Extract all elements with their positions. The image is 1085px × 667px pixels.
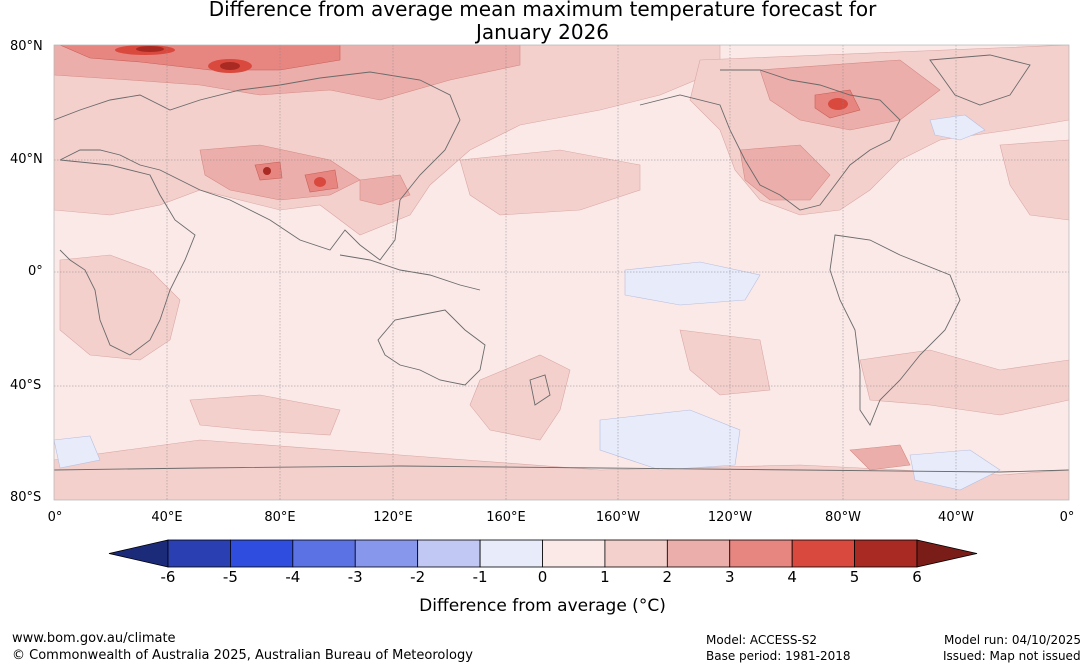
lon-label-0-west: 0°	[47, 510, 63, 525]
anomaly-core-7	[263, 167, 271, 175]
anomaly-core-4	[314, 177, 326, 187]
lat-label-80s: 80°S	[10, 490, 42, 505]
colorbar-tick-label: -6	[160, 568, 176, 586]
colorbar-bin	[604, 539, 668, 568]
colorbar-label: Difference from average (°C)	[0, 596, 1085, 616]
colorbar-tick-label: 4	[787, 568, 797, 586]
anomaly-core-3	[828, 98, 848, 110]
title-line-2: January 2026	[475, 20, 610, 44]
coast-greenland	[929, 54, 1031, 106]
colorbar-tick-label: 5	[849, 568, 860, 586]
colorbar-tick-label: 0	[537, 568, 548, 586]
coast-antarctica	[54, 465, 1069, 473]
colorbar-bin	[729, 539, 793, 568]
colorbar-tick-label: -1	[472, 568, 488, 586]
lon-label-160w: 160°W	[595, 510, 641, 525]
colorbar-bin	[354, 539, 419, 568]
anomaly-africa	[59, 254, 181, 361]
colorbar-tick-label: -4	[285, 568, 301, 586]
lon-label-40w: 40°W	[938, 510, 974, 525]
colorbar-bin	[791, 539, 855, 568]
anomaly-cool-indian	[54, 435, 101, 469]
colorbar-tick-label: 1	[600, 568, 610, 586]
colorbar-bin	[417, 539, 481, 568]
anomaly-cool-pacific	[624, 261, 761, 306]
colorbar-bin	[542, 539, 606, 568]
coast-maritime	[339, 254, 481, 291]
colorbar-label-unit: °C	[638, 596, 660, 616]
colorbar-tick-label: -2	[410, 568, 426, 586]
anomaly-cool-northwest-atlantic	[929, 114, 986, 141]
anomaly-cool-south-pacific	[599, 409, 741, 471]
colorbar-tick-label: 6	[912, 568, 922, 586]
colorbar-bin	[167, 539, 231, 568]
colorbar-bin	[854, 539, 918, 568]
colorbar-bin	[292, 539, 356, 568]
colorbar-tick-label: -3	[347, 568, 363, 586]
colorbar-label-close: )	[659, 596, 666, 616]
lon-label-40e: 40°E	[151, 510, 183, 525]
lon-label-80e: 80°E	[264, 510, 296, 525]
issued-status: Issued: Map not issued	[943, 649, 1081, 663]
anomaly-antarctic-pen	[849, 444, 911, 471]
coast-africa	[59, 159, 196, 356]
map-title: Difference from average mean maximum tem…	[0, 0, 1085, 44]
lon-label-120w: 120°W	[707, 510, 753, 525]
anomaly-south-atlantic	[859, 349, 1069, 416]
colorbar	[108, 539, 978, 568]
colorbar-bin	[479, 539, 543, 568]
colorbar-bin	[230, 539, 294, 568]
coast-south-america	[829, 234, 961, 426]
colorbar-tick-label: -5	[222, 568, 238, 586]
colorbar-tick-label: 3	[724, 568, 735, 586]
anomaly-core-6	[136, 46, 164, 52]
colorbar-bin	[666, 539, 731, 568]
lat-label-40n: 40°N	[10, 152, 43, 167]
copyright-notice: © Commonwealth of Australia 2025, Austra…	[12, 648, 473, 663]
lat-label-0: 0°	[28, 264, 43, 279]
temperature-anomaly-map	[53, 44, 1070, 501]
colorbar-tick-label: 2	[662, 568, 673, 586]
anomaly-china	[359, 174, 411, 206]
coast-north-america	[639, 69, 901, 211]
anomaly-eurasia	[54, 45, 721, 236]
map-frame	[53, 44, 1070, 501]
model-run: Model run: 04/10/2025	[944, 633, 1082, 647]
anomaly-south-indian	[189, 394, 341, 436]
lon-label-80w: 80°W	[825, 510, 861, 525]
coast-australia	[377, 309, 486, 386]
lon-label-120e: 120°E	[373, 510, 413, 525]
lat-label-80n: 80°N	[10, 39, 43, 54]
anomaly-north-pacific	[459, 149, 641, 216]
base-period: Base period: 1981-2018	[706, 649, 851, 663]
model-name: Model: ACCESS-S2	[706, 633, 818, 647]
colorbar-label-text: Difference from average (	[419, 596, 639, 616]
lon-label-0-east: 0°	[1059, 510, 1075, 525]
coast-europe-asia	[54, 71, 461, 261]
anomaly-southern-ocean	[54, 439, 1069, 500]
coast-new-zealand	[529, 374, 551, 406]
colorbar-extend-max	[916, 539, 978, 568]
anomaly-east-pacific	[679, 329, 771, 396]
colorbar-extend-min	[108, 539, 169, 568]
website-link[interactable]: www.bom.gov.au/climate	[12, 631, 176, 646]
title-line-1: Difference from average mean maximum tem…	[208, 0, 877, 21]
anomaly-cool-south-atlantic	[909, 449, 1001, 491]
lon-label-160e: 160°E	[486, 510, 526, 525]
lat-label-40s: 40°S	[10, 378, 42, 393]
anomaly-core-5	[220, 62, 240, 70]
